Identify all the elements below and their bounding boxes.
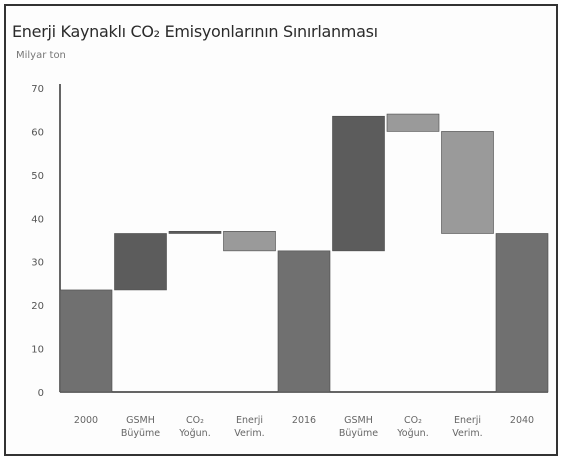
change-bar bbox=[114, 233, 167, 291]
y-tick-label: 0 bbox=[38, 388, 44, 399]
total-bar bbox=[59, 289, 113, 393]
x-tick-label: Enerji Verim. bbox=[452, 415, 482, 439]
x-axis-ticks: 2000 GSMH Büyüme CO₂ Yoğun. Enerji Verim. 2016 G… bbox=[74, 415, 534, 439]
y-tick-label: 20 bbox=[31, 301, 44, 312]
change-bar bbox=[441, 131, 494, 234]
change-bar bbox=[223, 231, 276, 252]
y-tick-label: 10 bbox=[31, 345, 44, 356]
change-bar bbox=[386, 113, 440, 132]
y-tick-label: 40 bbox=[31, 214, 44, 225]
total-bar bbox=[495, 233, 549, 393]
chart-title: Enerji Kaynaklı CO₂ Emisyonlarının Sınır… bbox=[12, 22, 378, 41]
x-tick-label: 2040 bbox=[510, 415, 534, 426]
x-tick-label: GSMH Büyüme bbox=[121, 415, 160, 439]
total-bar bbox=[277, 250, 331, 393]
y-tick-label: 70 bbox=[31, 84, 44, 95]
y-tick-label: 30 bbox=[31, 258, 44, 269]
y-axis-ticks: 0 10 20 30 40 50 60 70 bbox=[31, 84, 44, 399]
y-tick-label: 60 bbox=[31, 127, 44, 138]
x-tick-label: Enerji Verim. bbox=[234, 415, 264, 439]
change-bar bbox=[168, 231, 222, 234]
x-tick-label: 2000 bbox=[74, 415, 98, 426]
x-tick-label: CO₂ Yoğun. bbox=[396, 415, 428, 439]
x-tick-label: CO₂ Yoğun. bbox=[178, 415, 210, 439]
change-bar bbox=[332, 115, 385, 252]
chart-unit-label: Milyar ton bbox=[16, 50, 66, 61]
bars-group bbox=[59, 113, 549, 393]
y-tick-label: 50 bbox=[31, 171, 44, 182]
x-tick-label: GSMH Büyüme bbox=[339, 415, 378, 439]
x-tick-label: 2016 bbox=[292, 415, 316, 426]
